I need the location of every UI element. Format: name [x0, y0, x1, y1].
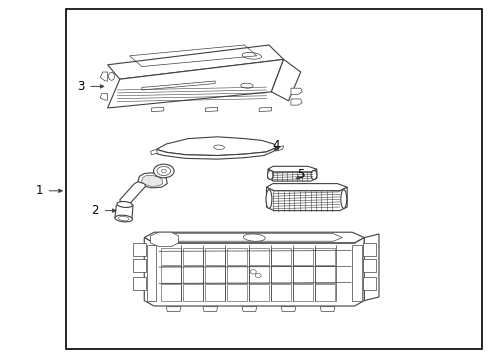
Polygon shape — [154, 148, 276, 159]
Polygon shape — [183, 266, 203, 283]
Polygon shape — [166, 307, 181, 311]
Polygon shape — [133, 259, 145, 272]
Polygon shape — [161, 248, 181, 265]
Polygon shape — [144, 238, 364, 306]
Polygon shape — [271, 59, 300, 101]
Polygon shape — [151, 107, 163, 112]
Text: 2: 2 — [91, 204, 99, 217]
Polygon shape — [259, 107, 271, 112]
Ellipse shape — [108, 72, 114, 80]
Polygon shape — [271, 284, 290, 301]
Polygon shape — [150, 149, 157, 155]
Polygon shape — [315, 266, 334, 283]
Polygon shape — [107, 59, 283, 108]
Polygon shape — [320, 307, 334, 311]
Polygon shape — [183, 284, 203, 301]
Polygon shape — [156, 137, 276, 156]
Polygon shape — [146, 245, 156, 301]
Ellipse shape — [243, 234, 264, 241]
Ellipse shape — [117, 202, 132, 207]
Text: 4: 4 — [272, 139, 280, 152]
Polygon shape — [362, 259, 375, 272]
Polygon shape — [315, 284, 334, 301]
Ellipse shape — [310, 171, 316, 180]
Polygon shape — [144, 232, 364, 243]
Polygon shape — [267, 169, 316, 181]
Polygon shape — [249, 266, 268, 283]
Ellipse shape — [265, 190, 271, 208]
Polygon shape — [267, 166, 316, 172]
Ellipse shape — [267, 171, 273, 180]
Ellipse shape — [115, 215, 132, 222]
Polygon shape — [271, 248, 290, 265]
Ellipse shape — [153, 164, 174, 178]
Text: 5: 5 — [296, 168, 304, 181]
Polygon shape — [107, 45, 283, 79]
Polygon shape — [293, 248, 312, 265]
Polygon shape — [362, 243, 375, 256]
Text: 3: 3 — [77, 80, 84, 93]
Polygon shape — [161, 266, 181, 283]
Polygon shape — [315, 248, 334, 265]
Polygon shape — [351, 245, 361, 301]
Polygon shape — [290, 99, 302, 105]
Polygon shape — [183, 248, 203, 265]
Polygon shape — [100, 94, 107, 100]
Polygon shape — [133, 277, 145, 290]
Ellipse shape — [340, 190, 346, 208]
Polygon shape — [271, 266, 290, 283]
Polygon shape — [205, 284, 224, 301]
Polygon shape — [203, 307, 217, 311]
Polygon shape — [227, 284, 246, 301]
Polygon shape — [281, 307, 295, 311]
Polygon shape — [249, 248, 268, 265]
Polygon shape — [227, 266, 246, 283]
Polygon shape — [205, 107, 217, 112]
Polygon shape — [100, 72, 107, 81]
Polygon shape — [163, 233, 342, 241]
Polygon shape — [242, 307, 256, 311]
Polygon shape — [362, 277, 375, 290]
Polygon shape — [205, 266, 224, 283]
Polygon shape — [227, 248, 246, 265]
Polygon shape — [120, 182, 145, 204]
Polygon shape — [293, 284, 312, 301]
Polygon shape — [266, 187, 346, 211]
Ellipse shape — [157, 166, 170, 176]
Polygon shape — [133, 243, 145, 256]
Polygon shape — [293, 266, 312, 283]
Polygon shape — [141, 175, 163, 186]
Polygon shape — [161, 284, 181, 301]
Polygon shape — [150, 232, 178, 247]
Polygon shape — [205, 248, 224, 265]
Polygon shape — [249, 284, 268, 301]
Bar — [66, 9, 481, 349]
Polygon shape — [364, 234, 378, 301]
Polygon shape — [290, 88, 302, 94]
Text: 1: 1 — [35, 184, 43, 197]
Polygon shape — [275, 146, 283, 151]
Polygon shape — [266, 184, 346, 191]
Polygon shape — [138, 173, 167, 188]
